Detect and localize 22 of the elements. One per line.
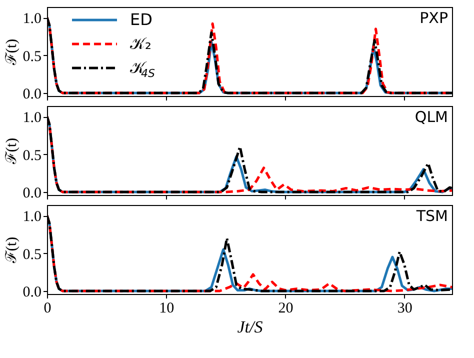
x-tick-label: 0 bbox=[44, 300, 52, 316]
legend-label: 𝒦₂ bbox=[130, 34, 152, 53]
y-axis-title: ℱ(t) bbox=[4, 138, 20, 166]
annotation: QLM bbox=[414, 108, 448, 126]
y-tick-label: 0.0 bbox=[22, 185, 42, 202]
y-tick-label: 0.5 bbox=[22, 148, 42, 164]
legend-label: ED bbox=[130, 10, 152, 29]
y-axis-title: ℱ(t) bbox=[4, 38, 20, 66]
y-axis-title: ℱ(t) bbox=[4, 236, 20, 264]
y-tick-label: 0.0 bbox=[22, 86, 42, 102]
annotation: TSM bbox=[415, 207, 448, 225]
x-tick-label: 10 bbox=[159, 300, 174, 316]
y-tick-label: 0.0 bbox=[22, 284, 42, 300]
y-tick-label: 1.0 bbox=[22, 209, 42, 226]
x-tick-label: 20 bbox=[278, 300, 294, 316]
y-tick-label: 1.0 bbox=[22, 110, 42, 126]
y-tick-label: 0.5 bbox=[22, 48, 42, 65]
annotation: PXP bbox=[420, 9, 448, 27]
x-axis-title: Jt/S bbox=[237, 318, 264, 336]
x-tick-label: 30 bbox=[397, 300, 412, 316]
y-tick-label: 0.5 bbox=[22, 246, 42, 263]
y-tick-label: 1.0 bbox=[22, 11, 42, 28]
